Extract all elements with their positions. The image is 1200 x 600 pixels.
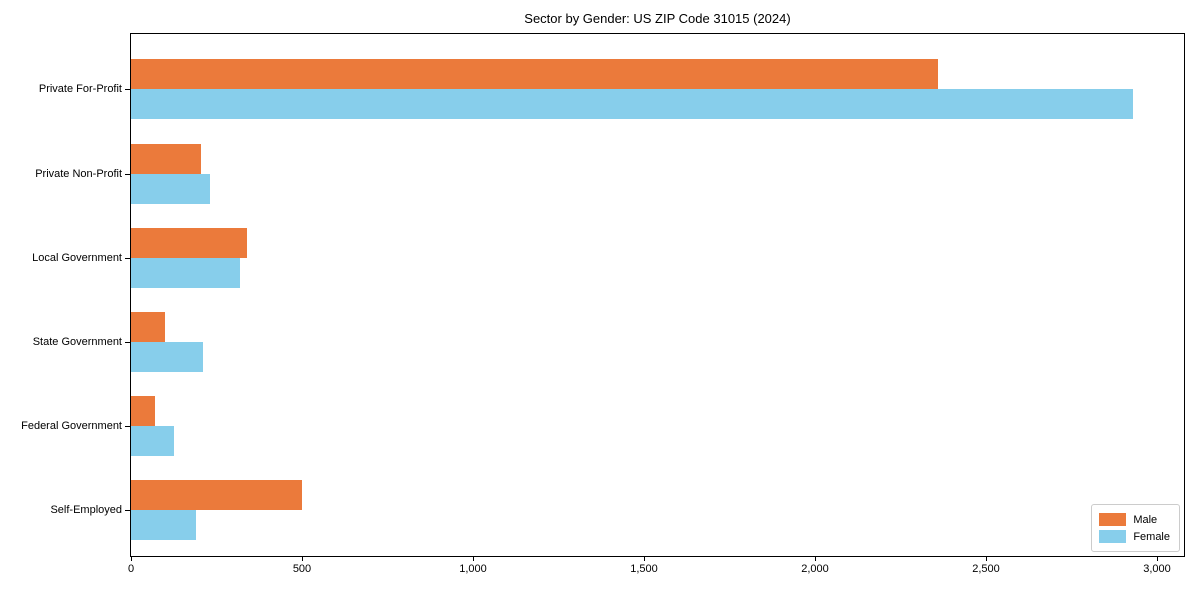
x-tick-mark [986, 557, 987, 561]
y-tick-label-state-government: State Government [32, 336, 122, 348]
bar-male-private-non-profit [131, 144, 201, 174]
bar-male-private-for-profit [131, 59, 938, 89]
legend-entry-female: Female [1099, 528, 1170, 545]
x-tick-mark [815, 557, 816, 561]
bar-female-self-employed [131, 510, 196, 540]
bar-male-federal-government [131, 396, 155, 426]
x-tick-mark [1157, 557, 1158, 561]
legend-label-female: Female [1133, 530, 1170, 543]
x-tick-label-2000: 2,000 [801, 563, 829, 575]
legend-entry-male: Male [1099, 511, 1170, 528]
x-tick-label-1000: 1,000 [459, 563, 487, 575]
x-tick-mark [302, 557, 303, 561]
y-tick-mark [125, 510, 130, 511]
y-tick-mark [125, 426, 130, 427]
x-tick-mark [131, 557, 132, 561]
y-tick-label-federal-government: Federal Government [21, 420, 122, 432]
chart-title: Sector by Gender: US ZIP Code 31015 (202… [524, 11, 791, 26]
legend-swatch-female [1099, 530, 1127, 543]
y-tick-label-local-government: Local Government [32, 252, 122, 264]
bar-male-state-government [131, 312, 165, 342]
x-tick-label-500: 500 [292, 563, 312, 575]
bar-male-self-employed [131, 480, 302, 510]
x-tick-label-0: 0 [127, 563, 135, 575]
bar-female-private-for-profit [131, 89, 1133, 119]
y-tick-label-private-for-profit: Private For-Profit [38, 83, 122, 95]
legend-swatch-male [1099, 513, 1127, 526]
x-tick-mark [644, 557, 645, 561]
legend: Male Female [1091, 504, 1180, 552]
bar-female-private-non-profit [131, 174, 210, 204]
x-tick-label-2500: 2,500 [972, 563, 1000, 575]
bar-female-federal-government [131, 426, 174, 456]
y-tick-label-private-non-profit: Private Non-Profit [35, 168, 122, 180]
y-tick-mark [125, 89, 130, 90]
x-tick-label-3000: 3,000 [1143, 563, 1171, 575]
bar-female-state-government [131, 342, 203, 372]
plot-area: Male Female [130, 33, 1185, 557]
y-tick-mark [125, 174, 130, 175]
x-tick-label-1500: 1,500 [630, 563, 658, 575]
bar-female-local-government [131, 258, 240, 288]
x-tick-mark [473, 557, 474, 561]
bar-male-local-government [131, 228, 247, 258]
y-tick-label-self-employed: Self-Employed [50, 504, 122, 516]
legend-label-male: Male [1133, 513, 1158, 526]
y-tick-mark [125, 258, 130, 259]
y-tick-mark [125, 342, 130, 343]
